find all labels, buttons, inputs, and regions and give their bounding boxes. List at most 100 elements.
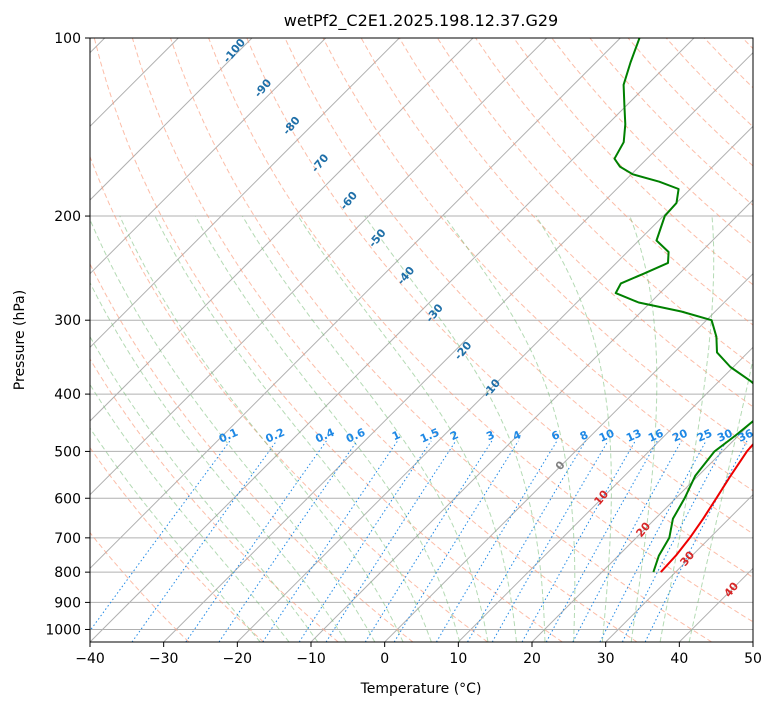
moist-adiabat-line: [241, 215, 489, 642]
moist-adiabat-line: [90, 281, 347, 642]
isotherm-line: [90, 38, 400, 349]
mixing-ratio-line: [467, 440, 586, 642]
isotherm-line: [457, 346, 753, 642]
dry-adiabat-line: [284, 38, 753, 535]
moist-adiabat-label: -90: [252, 76, 275, 100]
isotherm-line: [531, 420, 753, 642]
dry-adiabat-line: [170, 38, 712, 642]
dry-adiabat-line: [90, 262, 414, 642]
mixing-ratio-line: [545, 440, 658, 642]
plot-frame: [89, 37, 754, 643]
dry-adiabat-line: [90, 531, 190, 642]
dry-adiabat-line: [246, 38, 753, 578]
mixing-ratio-line: [218, 440, 358, 642]
isotherm-line: [752, 641, 753, 642]
mixing-ratio-label: 3: [484, 428, 496, 443]
dry-adiabat-line: [90, 155, 488, 642]
y-axis-title: Pressure (hPa): [12, 290, 28, 390]
moist-adiabat-label: -100: [220, 36, 248, 66]
moist-adiabat-line: [154, 215, 432, 642]
x-tick-label: 40: [670, 651, 688, 667]
moist-adiabat-label: -80: [280, 114, 303, 138]
mixing-ratio-label: 1.5: [418, 426, 441, 446]
dry-adiabat-line: [665, 38, 753, 128]
y-tick-label: 500: [54, 444, 81, 460]
x-tick-label: 10: [449, 651, 467, 667]
x-tick-label: −20: [223, 651, 253, 667]
mixing-ratio-line: [185, 440, 327, 642]
mixing-ratio-label: 0.4: [313, 426, 336, 446]
dry-adiabat-line: [742, 38, 753, 50]
moist-adiabat-line: [90, 218, 376, 642]
isotherm-line: [90, 38, 253, 201]
mixing-ratio-line: [621, 440, 727, 642]
moist-adiabat-line: [443, 215, 576, 642]
isotherm-line: [90, 38, 695, 642]
dry-adiabat-line: [589, 38, 753, 206]
temperature-profile-line: [660, 442, 753, 573]
mixing-ratio-line: [262, 440, 399, 642]
mixing-ratio-label: 2: [448, 428, 460, 443]
mixing-ratio-line: [521, 440, 636, 642]
mixing-ratio-line: [644, 440, 748, 642]
moist-adiabat-label: -40: [395, 264, 418, 288]
y-tick-label: 100: [54, 31, 81, 47]
dry-adiabat-line: [513, 38, 753, 286]
dry-adiabat-line: [208, 38, 753, 623]
mixing-ratio-label: 8: [578, 428, 590, 443]
dry-adiabat-label: 20: [633, 519, 653, 539]
isotherm-line: [90, 38, 474, 422]
plot-area: 0.1 0.2 0.4 0.6 1 1.5 2 3 4 6 8 10 13 16 20 25 30 36-100-…: [90, 36, 753, 642]
moist-adiabat-line: [364, 215, 546, 642]
moist-adiabat-line: [629, 215, 658, 642]
mixing-ratio-label: 0.6: [344, 426, 367, 446]
mixing-ratio-label: 20: [670, 427, 690, 445]
x-tick-label: 50: [744, 651, 762, 667]
x-tick-label: −10: [296, 651, 326, 667]
moist-adiabat-line: [90, 383, 290, 642]
mixing-ratio-line: [572, 440, 682, 642]
dry-adiabat-line: [90, 446, 264, 642]
isotherm-line: [236, 125, 753, 642]
isotherm-line: [163, 51, 753, 642]
y-tick-label: 600: [54, 491, 81, 507]
moist-adiabat-label: -50: [366, 226, 389, 250]
y-tick-label: 700: [54, 531, 81, 547]
y-tick-label: 400: [54, 387, 81, 403]
y-tick-label: 300: [54, 313, 81, 329]
moist-adiabat-line: [535, 215, 612, 642]
x-axis-title: Temperature (°C): [360, 681, 482, 697]
x-tick-label: −30: [149, 651, 179, 667]
mixing-ratio-line: [131, 440, 278, 642]
mixing-ratio-label: 13: [624, 427, 643, 445]
dry-adiabat-line: [703, 38, 753, 89]
moist-adiabat-label: -70: [309, 151, 332, 175]
x-tick-label: 0: [380, 651, 389, 667]
y-tick-label: 200: [54, 209, 81, 225]
mixing-ratio-line: [90, 440, 231, 632]
mixing-ratio-line: [364, 440, 493, 642]
moist-adiabat-line: [297, 215, 517, 642]
mixing-ratio-label: 0.1: [217, 426, 240, 446]
moist-adiabat-line: [194, 215, 461, 642]
isotherm-line: [90, 38, 548, 496]
mixing-ratio-label: 0.2: [264, 426, 287, 446]
moist-adiabat-line: [119, 215, 404, 642]
mixing-ratio-line: [491, 440, 609, 642]
mixing-ratio-label: 10: [597, 427, 617, 445]
x-tick-label: −40: [75, 651, 105, 667]
x-tick-label: 30: [597, 651, 615, 667]
dry-adiabat-line: [551, 38, 753, 246]
mixing-ratio-line: [325, 440, 457, 642]
isotherm-line: [90, 38, 621, 570]
y-tick-label: 800: [54, 565, 81, 581]
moist-adiabat-line: [90, 427, 261, 642]
dry-adiabat-line: [360, 38, 753, 450]
dry-adiabat-line: [93, 38, 563, 642]
isotherm-line: [90, 38, 327, 275]
isotherm-line: [605, 493, 753, 642]
isotherm-line: [310, 199, 753, 642]
mixing-ratio-label: 16: [646, 427, 666, 445]
isotherm-line: [678, 567, 753, 642]
